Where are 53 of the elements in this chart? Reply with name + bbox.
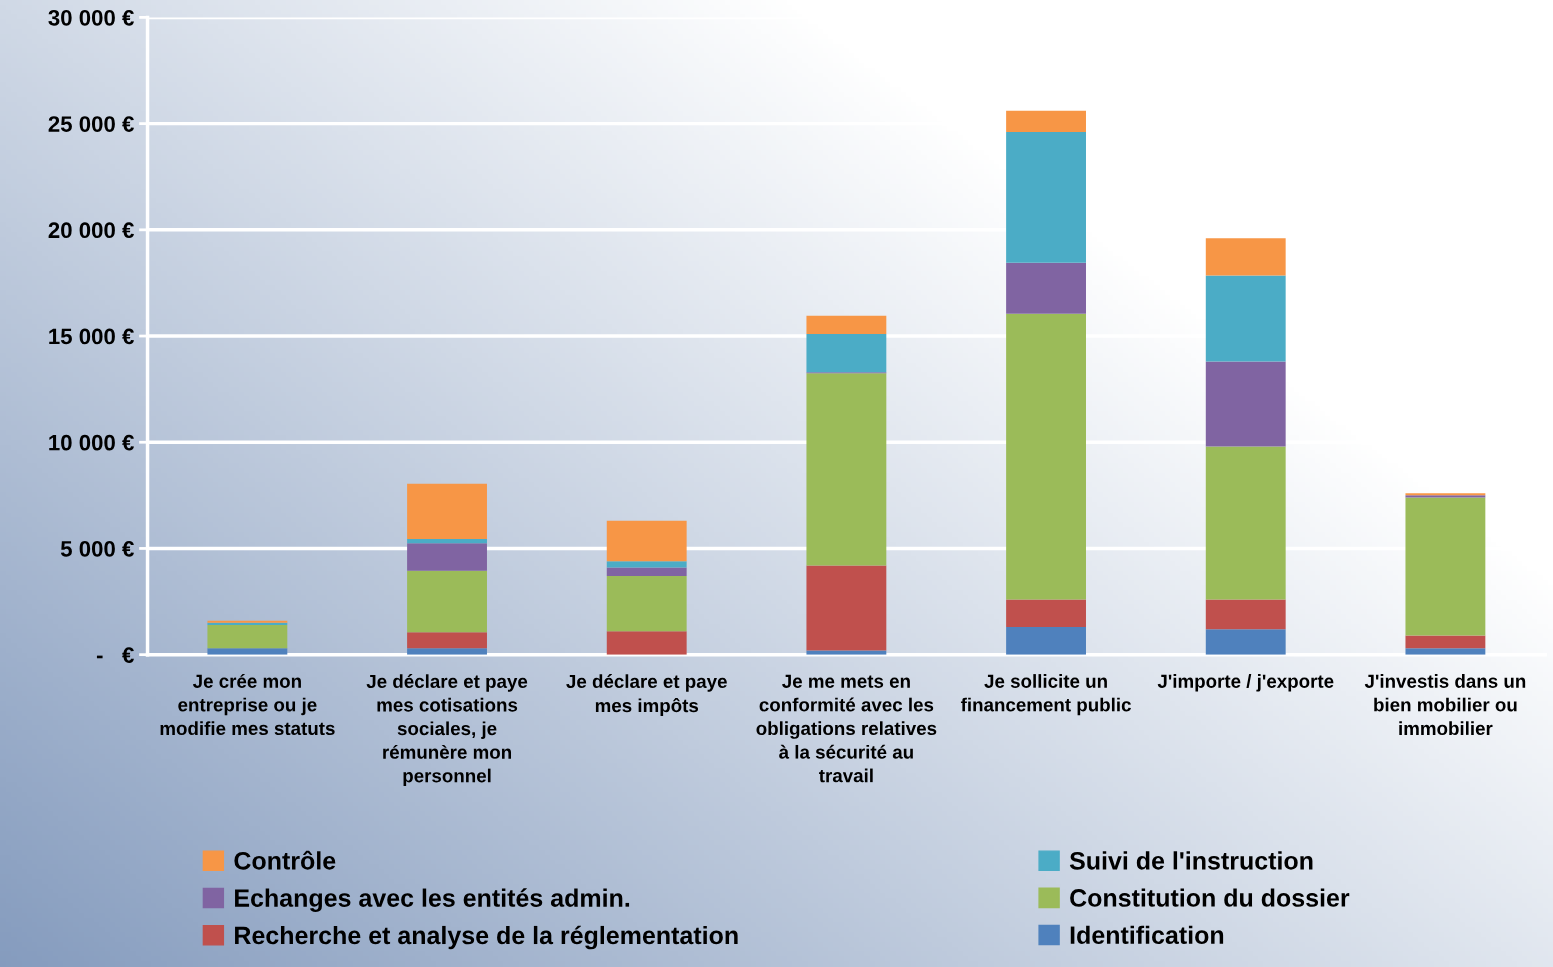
y-tick-label: 30 000 € bbox=[48, 9, 134, 26]
bar bbox=[407, 648, 487, 655]
bar bbox=[207, 648, 288, 655]
y-tick-label: 5 000 € bbox=[60, 540, 134, 557]
legend-label: Contrôle bbox=[234, 850, 336, 870]
bar bbox=[1205, 275, 1286, 362]
x-tick-label: Je déclare et paye mes cotisations sociales, je rémunère mon personnel bbox=[366, 674, 528, 787]
x-tick-label: J'importe / j'exporte bbox=[1157, 674, 1334, 692]
bar bbox=[407, 538, 487, 544]
y-tick-label: 20 000 € bbox=[48, 222, 134, 239]
bar bbox=[1205, 361, 1286, 447]
bar bbox=[407, 483, 487, 539]
bar bbox=[1006, 313, 1086, 600]
bar bbox=[606, 631, 687, 655]
bar bbox=[1205, 238, 1286, 276]
bar bbox=[806, 333, 887, 373]
bar bbox=[606, 567, 687, 577]
y-tick-label: 25 000 € bbox=[48, 116, 134, 132]
legend-label: Echanges avec les entités admin. bbox=[235, 888, 630, 912]
bar bbox=[806, 315, 887, 334]
bar bbox=[407, 543, 487, 571]
bar bbox=[1205, 446, 1286, 600]
x-tick-label: Je me mets en conformité avec les obligations relatives à la sécurité au travail bbox=[756, 674, 937, 783]
bar bbox=[407, 632, 487, 649]
bar bbox=[606, 520, 687, 562]
bar bbox=[1405, 497, 1486, 636]
legend-label: Constitution du dossier bbox=[1070, 888, 1350, 907]
x-tick-label: Je sollicite un financement public bbox=[960, 674, 1131, 716]
bar bbox=[806, 373, 887, 566]
x-tick-label: Je déclare et paye mes impôts bbox=[566, 674, 727, 716]
y-tick-label: - € bbox=[96, 647, 134, 663]
bar bbox=[1405, 635, 1486, 649]
bar bbox=[407, 570, 487, 633]
legend-label: Recherche et analyse de la réglementation bbox=[235, 925, 738, 950]
bar bbox=[1205, 629, 1286, 655]
bar bbox=[1205, 599, 1286, 630]
bar bbox=[806, 650, 887, 655]
legend-label: Identification bbox=[1070, 925, 1224, 944]
y-tick-label: 10 000 € bbox=[49, 434, 134, 451]
x-tick-label: Je crée mon entreprise ou je modifie mes statuts bbox=[160, 673, 335, 736]
bar bbox=[207, 624, 288, 649]
bar bbox=[1006, 627, 1086, 655]
bar bbox=[1405, 648, 1486, 655]
bar bbox=[1006, 599, 1086, 628]
x-tick-label: J'investis dans un bien mobilier ou immobilier bbox=[1364, 674, 1526, 736]
legend-label: Suivi de l'instruction bbox=[1069, 851, 1313, 870]
y-tick-label: 15 000 € bbox=[49, 328, 134, 345]
bar bbox=[1006, 110, 1086, 133]
bar bbox=[606, 576, 687, 632]
bar bbox=[606, 561, 687, 568]
bar bbox=[1006, 132, 1086, 263]
bar bbox=[1006, 262, 1086, 314]
bar bbox=[806, 565, 887, 651]
